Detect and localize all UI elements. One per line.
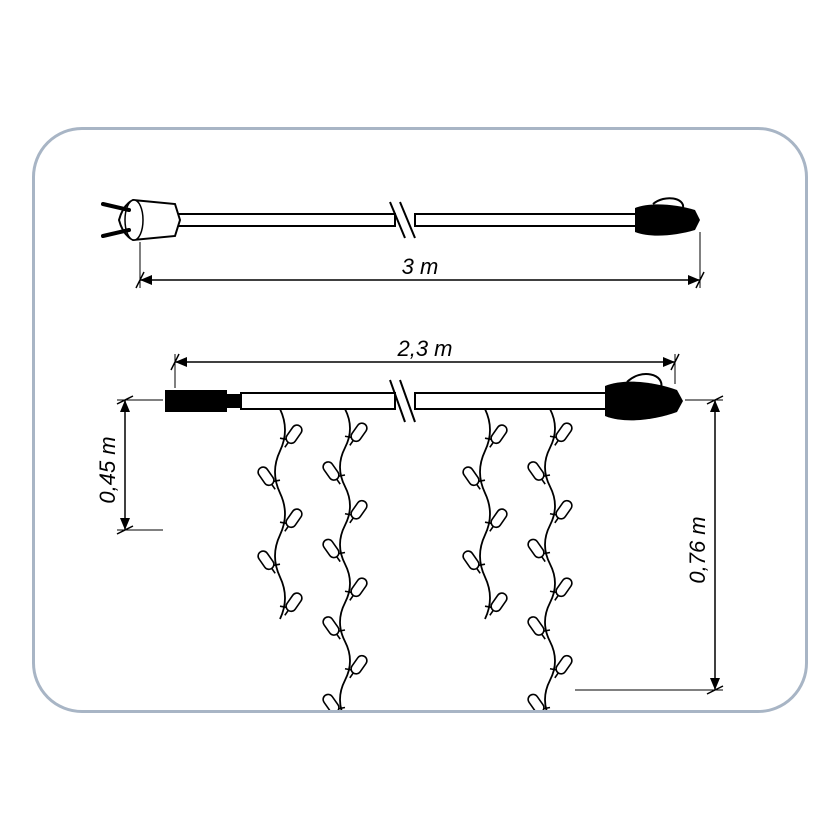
left-connector-icon	[165, 390, 241, 412]
dimension-2-3m: 2,3 m	[171, 336, 679, 388]
led-drop	[256, 409, 304, 619]
dimension-3m: 3 m	[136, 232, 704, 288]
cable-end-connector-icon	[635, 198, 700, 235]
right-connector-icon	[605, 374, 683, 420]
power-cable	[103, 198, 700, 240]
diagram-frame: 3 m 2,3 m	[32, 127, 808, 713]
led-drop	[461, 409, 509, 619]
dim-3m-label: 3 m	[402, 254, 439, 279]
dim-0-45m-label: 0,45 m	[95, 436, 120, 503]
dim-2-3m-label: 2,3 m	[396, 336, 452, 361]
plug-icon	[103, 200, 180, 240]
led-drop	[526, 409, 574, 710]
light-string-main	[165, 374, 683, 422]
dim-0-76m-label: 0,76 m	[685, 516, 710, 583]
dimension-0-76m: 0,76 m	[575, 396, 723, 694]
led-drop	[321, 409, 369, 710]
led-drops	[256, 409, 574, 710]
dimension-0-45m: 0,45 m	[95, 396, 163, 534]
diagram-svg: 3 m 2,3 m	[35, 130, 805, 710]
